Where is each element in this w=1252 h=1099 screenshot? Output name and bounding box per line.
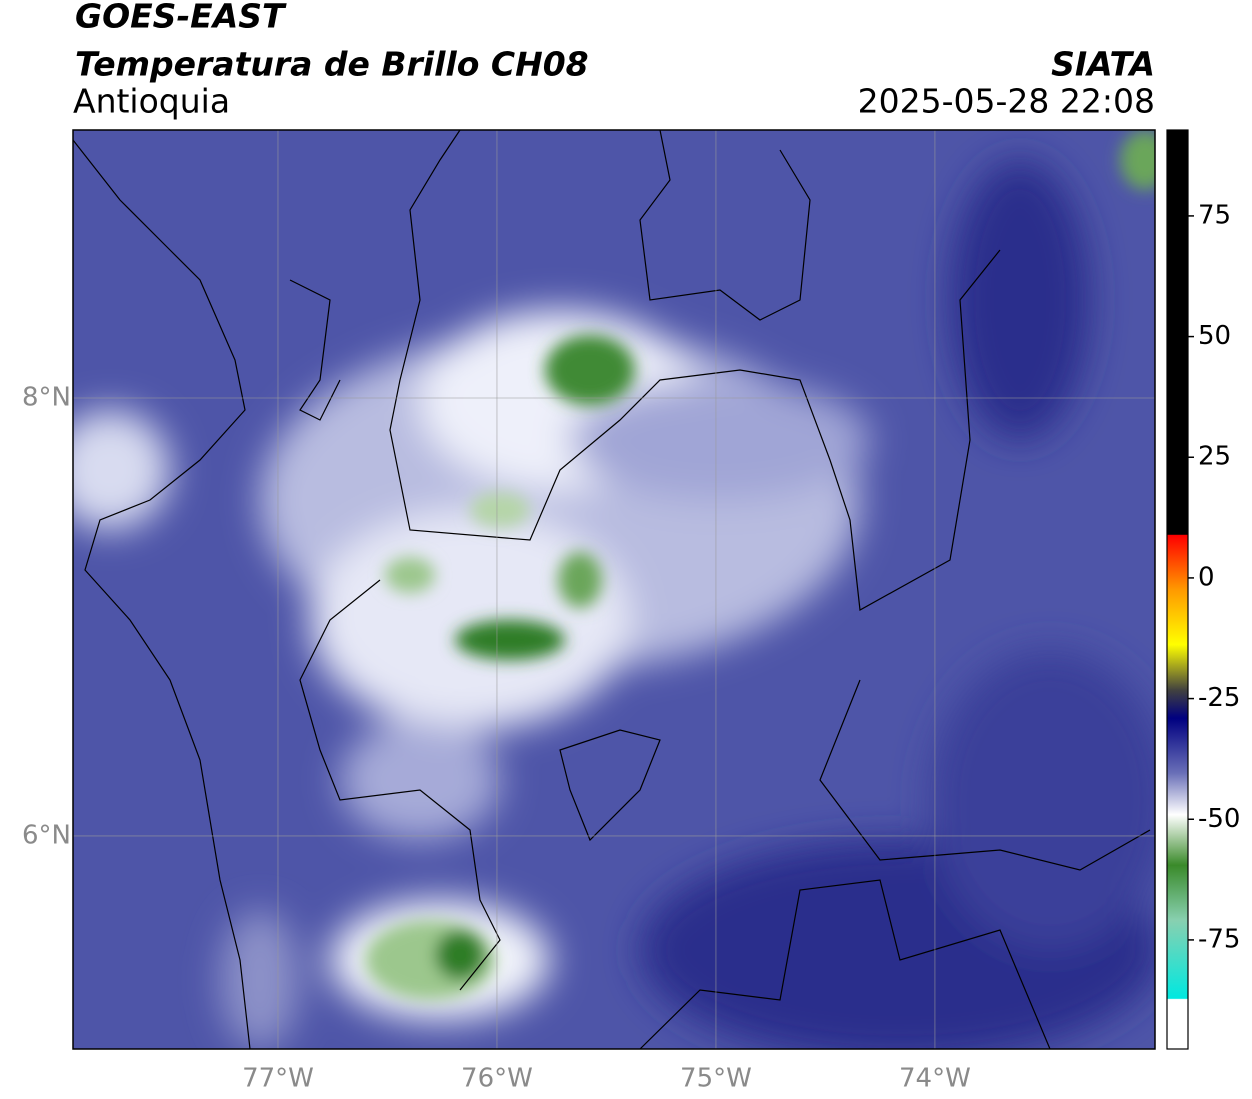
map-frame: [72, 129, 1156, 1050]
colorbar-tick-label: -75: [1198, 924, 1240, 954]
colorbar-tick-label: 50: [1198, 321, 1231, 351]
colorbar-tick-label: 75: [1198, 200, 1231, 230]
colorbar-tick-label: -50: [1198, 804, 1240, 834]
map-image: [73, 130, 1155, 1049]
colorbar-tick-label: -25: [1198, 683, 1240, 713]
x-tick-label: 77°W: [242, 1064, 314, 1094]
colorbar: [1166, 129, 1189, 1050]
colorbar-tick-label: 25: [1198, 442, 1231, 472]
y-tick-label: 6°N: [22, 820, 71, 850]
title: GOES-EAST: [75, 0, 287, 36]
region: Antioquia: [73, 82, 230, 121]
x-tick-label: 75°W: [680, 1064, 752, 1094]
datetime: 2025-05-28 22:08: [858, 82, 1155, 121]
source: SIATA: [1051, 45, 1155, 84]
graticule: [73, 130, 1155, 1049]
subtitle: Temperatura de Brillo CH08: [75, 45, 589, 84]
y-tick-label: 8°N: [22, 383, 71, 413]
x-tick-label: 74°W: [899, 1064, 971, 1094]
colorbar-tick-label: 0: [1198, 562, 1215, 592]
x-tick-label: 76°W: [461, 1064, 533, 1094]
